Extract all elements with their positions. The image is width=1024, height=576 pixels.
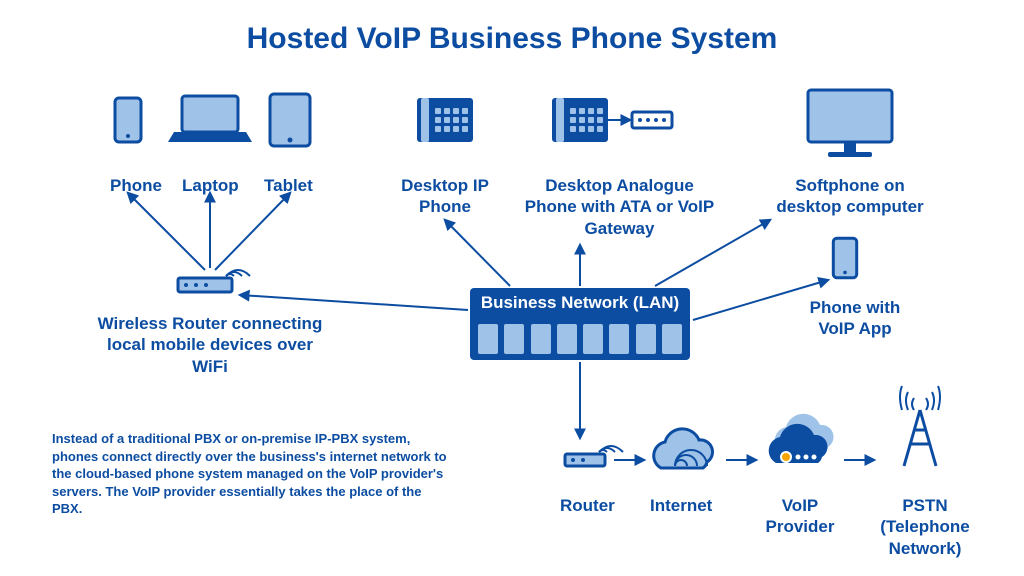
tablet-icon (270, 94, 310, 146)
monitor-icon (808, 90, 892, 157)
label-tablet: Tablet (264, 175, 313, 196)
diagram-stage: Hosted VoIP Business Phone System Busine… (0, 0, 1024, 576)
icons-group (115, 90, 940, 468)
label-router: Router (560, 495, 615, 516)
router-icon (178, 270, 250, 292)
label-voip-app: Phone with VoIP App (800, 297, 910, 340)
smartphone-icon (833, 238, 856, 278)
smartphone-icon (115, 98, 141, 142)
label-phone: Phone (110, 175, 162, 196)
deskphone-icon (552, 98, 608, 142)
label-ip-phone: Desktop IP Phone (395, 175, 495, 218)
cloud-icon (654, 429, 713, 468)
laptop-icon (168, 96, 252, 142)
label-voip-provider: VoIP Provider (755, 495, 845, 538)
lan-switch: Business Network (LAN) (470, 288, 690, 360)
label-ata-phone: Desktop Analogue Phone with ATA or VoIP … (522, 175, 717, 239)
tower-icon (900, 386, 940, 466)
deskphone-icon (417, 98, 473, 142)
label-laptop: Laptop (182, 175, 239, 196)
label-internet: Internet (650, 495, 712, 516)
lan-slots (478, 324, 682, 354)
description-text: Instead of a traditional PBX or on-premi… (52, 430, 452, 518)
label-wireless-router: Wireless Router connecting local mobile … (95, 313, 325, 377)
router-icon (565, 446, 623, 466)
label-softphone: Softphone on desktop computer (765, 175, 935, 218)
lan-label: Business Network (LAN) (470, 288, 690, 318)
label-pstn: PSTN (Telephone Network) (870, 495, 980, 559)
ata-icon (632, 112, 672, 128)
